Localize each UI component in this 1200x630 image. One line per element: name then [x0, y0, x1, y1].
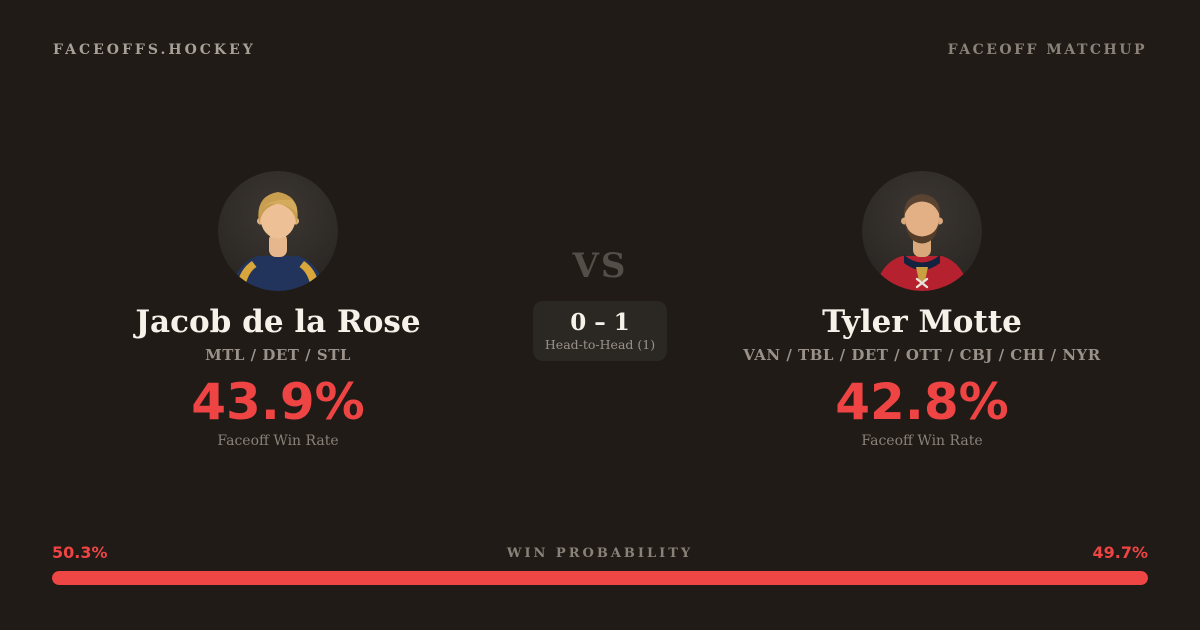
- player-card-left: Jacob de la Rose MTL / DET / STL 43.9% F…: [58, 171, 498, 449]
- player-teams-left: MTL / DET / STL: [205, 346, 351, 365]
- faceoff-win-rate-label-right: Faceoff Win Rate: [861, 433, 983, 450]
- player-portrait-illustration: [862, 171, 982, 291]
- head-to-head-label: Head-to-Head (1): [544, 336, 656, 352]
- matchup-center: VS 0 – 1 Head-to-Head (1): [500, 246, 700, 361]
- win-probability-left-value: 50.3%: [52, 543, 108, 562]
- head-to-head-score: 0 – 1: [570, 308, 630, 336]
- faceoff-win-rate-right: 42.8%: [835, 373, 1009, 432]
- win-probability-bar: [52, 571, 1148, 585]
- vs-label: VS: [572, 246, 628, 286]
- win-probability-right-value: 49.7%: [1092, 543, 1148, 562]
- player-portrait-illustration: [218, 171, 338, 291]
- win-probability-title: WIN PROBABILITY: [506, 546, 694, 561]
- head-to-head-box: 0 – 1 Head-to-Head (1): [533, 300, 667, 361]
- faceoff-win-rate-left: 43.9%: [191, 373, 365, 432]
- win-probability-bar-fill: [52, 571, 1148, 585]
- matchup-header-label: FACEOFF MATCHUP: [947, 42, 1147, 58]
- player-name-left: Jacob de la Rose: [135, 304, 421, 340]
- player-name-right: Tyler Motte: [822, 304, 1022, 340]
- player-avatar-left: [218, 171, 338, 291]
- faceoff-win-rate-label-left: Faceoff Win Rate: [217, 433, 339, 450]
- player-teams-right: VAN / TBL / DET / OTT / CBJ / CHI / NYR: [743, 346, 1101, 365]
- player-card-right: Tyler Motte VAN / TBL / DET / OTT / CBJ …: [702, 171, 1142, 449]
- brand-logo-text: FACEOFFS.HOCKEY: [53, 42, 256, 58]
- player-avatar-right: [862, 171, 982, 291]
